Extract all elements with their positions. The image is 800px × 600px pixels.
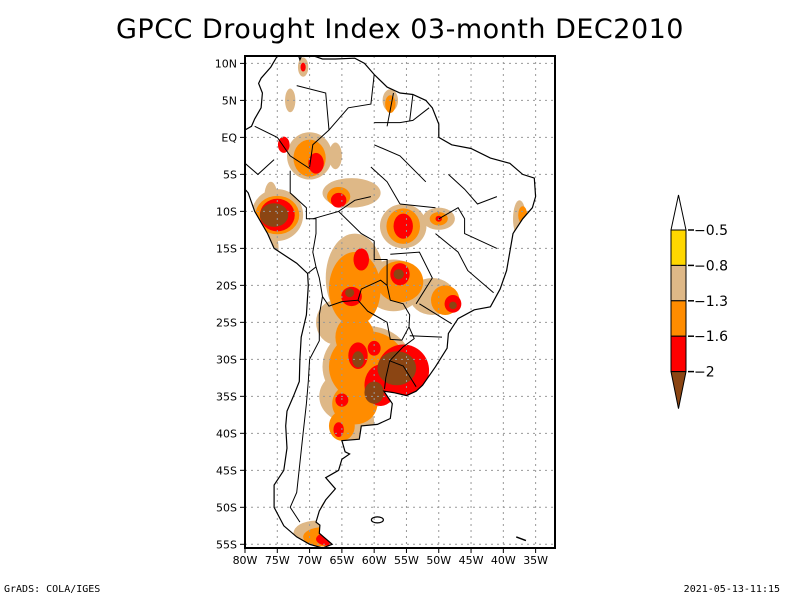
colorbar-label: −0.5 <box>694 223 728 239</box>
drought-contour-<-2 <box>449 301 457 310</box>
colorbar-bin <box>670 335 687 373</box>
grads-credit: GrADS: COLA/IGES <box>4 584 101 595</box>
lat-tick-label: 35S <box>216 390 237 403</box>
colorbar-bin <box>670 229 687 266</box>
coastlines-and-borders <box>245 56 537 548</box>
drought-contour--1.3to-0.8 <box>285 88 296 113</box>
colorbar-label: −1.3 <box>694 294 728 310</box>
country-border <box>389 360 417 387</box>
lat-tick-label: 20S <box>216 279 237 292</box>
colorbar: −0.5 −0.8 −1.3 −1.6 −2 <box>670 194 728 409</box>
drought-contour--2to-1.6 <box>308 152 324 174</box>
lon-tick-label: 35W <box>523 554 548 567</box>
lat-tick-label: 25S <box>216 316 237 329</box>
lon-tick-label: 65W <box>329 554 354 567</box>
drought-contour--2to-1.6 <box>367 340 381 356</box>
country-border <box>438 207 498 249</box>
lon-tick-label: 70W <box>297 554 322 567</box>
country-border <box>448 174 498 205</box>
drought-contour--1.3to-0.8 <box>512 227 521 255</box>
country-border <box>289 170 317 274</box>
country-border <box>328 74 375 131</box>
lat-tick-label: 55S <box>216 538 237 551</box>
colorbar-bin <box>670 264 687 302</box>
country-border <box>370 166 401 205</box>
lat-tick-label: EQ <box>221 131 237 144</box>
drought-contour--2to-1.6 <box>335 393 349 407</box>
drought-contour--1.6to-1.3 <box>321 507 337 530</box>
drought-contour--1.6to-1.3 <box>385 95 396 113</box>
colorbar-label: −2 <box>694 365 715 381</box>
drought-contour--2to-1.6 <box>353 248 369 271</box>
drought-contour--1.3to-0.8 <box>328 142 342 170</box>
plot-frame <box>244 55 556 549</box>
lat-tick-label: 5N <box>222 94 237 107</box>
drought-contour--2to-1.6 <box>300 62 306 72</box>
country-border <box>357 299 410 341</box>
lat-tick-label: 10N <box>215 57 237 70</box>
lat-tick-label: 30S <box>216 353 237 366</box>
drought-contour-<-2 <box>393 269 404 280</box>
chart-title: GPCC Drought Index 03-month DEC2010 <box>116 14 684 45</box>
lat-tick-label: 15S <box>216 242 237 255</box>
drought-contour-<-2 <box>352 351 364 368</box>
country-border <box>409 94 414 121</box>
coastline <box>245 56 537 548</box>
lat-tick-label: 45S <box>216 464 237 477</box>
timestamp: 2021-05-13-11:15 <box>683 584 780 595</box>
lon-tick-label: 40W <box>491 554 516 567</box>
country-border <box>254 125 310 169</box>
lon-tick-label: 80W <box>233 554 258 567</box>
country-border <box>289 296 323 523</box>
lon-tick-label: 75W <box>265 554 290 567</box>
drought-contour--2to-1.6 <box>393 213 413 239</box>
country-border <box>245 159 275 176</box>
falkland-islands <box>370 516 384 524</box>
country-border <box>409 335 443 338</box>
colorbar-upper-arrow <box>670 194 687 231</box>
country-border <box>390 251 433 305</box>
lat-tick-label: 10S <box>216 205 237 218</box>
colorbar-label: −0.8 <box>694 258 728 274</box>
country-border <box>374 144 427 183</box>
drought-contours <box>251 57 528 547</box>
lat-tick-label: 5S <box>223 168 237 181</box>
country-border <box>374 107 430 124</box>
lat-tick-label: 50S <box>216 501 237 514</box>
lat-tick-label: 40S <box>216 427 237 440</box>
country-border <box>315 266 388 307</box>
lon-tick-label: 55W <box>394 554 419 567</box>
colorbar-label: −1.6 <box>694 329 728 345</box>
drought-contour--2to-1.6 <box>330 192 347 208</box>
drought-contour-<-2 <box>259 203 289 227</box>
south-georgia <box>515 536 527 542</box>
country-border <box>399 203 436 209</box>
colorbar-bin <box>670 300 687 337</box>
country-border <box>435 233 494 294</box>
country-border <box>338 196 372 212</box>
lon-tick-label: 50W <box>426 554 451 567</box>
drought-contour-<-2 <box>377 351 417 386</box>
country-border <box>419 303 452 325</box>
country-border <box>386 285 411 327</box>
colorbar-lower-arrow <box>670 371 687 409</box>
lon-tick-label: 45W <box>459 554 484 567</box>
longitude-axis: 80W 75W 70W 65W 60W 55W 50W 45W 40W 35W <box>233 548 548 567</box>
country-border <box>384 360 391 389</box>
map-grid <box>245 56 555 548</box>
drought-contour--1.3to-0.8 <box>319 499 339 530</box>
country-border <box>386 92 394 127</box>
lon-tick-label: 60W <box>362 554 387 567</box>
drought-contour--2to-1.6 <box>277 136 290 153</box>
drought-contour-<-2 <box>345 288 355 298</box>
country-border <box>389 326 415 362</box>
latitude-axis: 10N 5N EQ 5S 10S 15S 20S 25S 30S 35S 40S 45S 50S 55S <box>215 57 245 551</box>
